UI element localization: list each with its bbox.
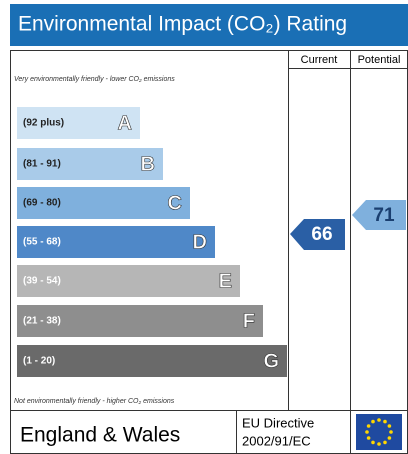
column-header: Potential [358, 54, 401, 66]
band-range: (81 - 91) [23, 159, 61, 170]
band-range: (1 - 20) [23, 356, 55, 367]
star [366, 436, 371, 440]
region: England & Wales [20, 424, 180, 447]
directive: 2002/91/EC [242, 433, 311, 448]
band-range: (39 - 54) [23, 276, 61, 287]
band [17, 226, 215, 258]
band-range: (55 - 68) [23, 237, 61, 248]
top-note: Very environmentally friendly - lower CO… [14, 76, 175, 83]
star [383, 419, 387, 424]
title-bar [10, 4, 408, 46]
band-letter: G [263, 350, 279, 372]
band-letter: D [193, 231, 207, 253]
star [383, 440, 387, 445]
potential-value: 71 [373, 205, 395, 226]
star [365, 430, 369, 434]
potential-arrow [352, 200, 406, 230]
star [371, 440, 375, 445]
band [17, 107, 140, 139]
bottom-note: Not environmentally friendly - higher CO… [14, 398, 175, 405]
star [366, 424, 371, 428]
current-arrow [290, 219, 345, 250]
star [387, 424, 392, 428]
star [377, 418, 381, 422]
directive: EU Directive [242, 415, 314, 430]
column-header: Current [301, 54, 338, 66]
band [17, 265, 240, 297]
band [17, 148, 163, 180]
star [389, 430, 393, 434]
star [371, 419, 375, 424]
band-letter: C [168, 192, 182, 214]
band [17, 187, 190, 219]
star [387, 436, 392, 440]
current-value: 66 [311, 224, 332, 245]
band-range: (92 plus) [23, 118, 64, 129]
band-range: (69 - 80) [23, 198, 61, 209]
eu-stars [365, 418, 393, 446]
band [17, 305, 263, 337]
band-letter: A [118, 112, 132, 134]
band [17, 345, 287, 377]
band-letter: B [141, 153, 155, 175]
star [377, 442, 381, 446]
band-letter: E [219, 270, 232, 292]
band-letter: F [243, 310, 255, 332]
band-range: (21 - 38) [23, 316, 61, 327]
title: Environmental Impact (CO₂) Rating [18, 13, 347, 36]
